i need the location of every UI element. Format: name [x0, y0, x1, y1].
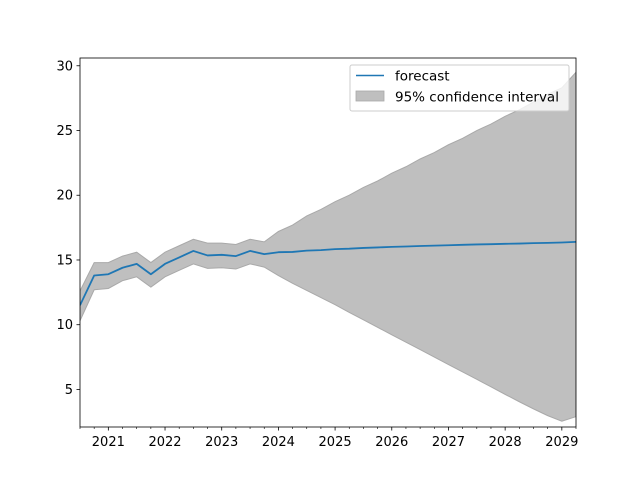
y-tick-label: 10	[56, 318, 73, 333]
x-tick-label: 2026	[375, 435, 408, 450]
y-tick-label: 15	[56, 253, 73, 268]
y-tick-label: 20	[56, 189, 73, 204]
x-tick-label: 2027	[432, 435, 465, 450]
legend-forecast-label: forecast	[395, 69, 450, 85]
x-tick-label: 2025	[319, 435, 352, 450]
x-tick-label: 2029	[545, 435, 578, 450]
legend: forecast 95% confidence interval	[349, 64, 570, 112]
plot-frame	[79, 57, 577, 428]
legend-interval-swatch	[355, 90, 385, 102]
confidence-interval-band	[80, 71, 576, 422]
y-tick-label: 30	[56, 59, 73, 74]
y-axis: 5 10 15 20 25 30	[56, 59, 80, 398]
forecast-line	[80, 240, 576, 306]
y-tick-label: 25	[56, 124, 73, 139]
x-tick-label: 2024	[262, 435, 295, 450]
x-axis: 2021 2022 2023 2024 2025 2026 2027 2028 2029	[79, 427, 578, 450]
plot-area	[80, 71, 576, 422]
x-tick-label: 2028	[489, 435, 522, 450]
y-tick-label: 5	[65, 383, 73, 398]
x-tick-label: 2023	[205, 435, 238, 450]
legend-box	[349, 64, 570, 112]
x-tick-label: 2022	[148, 435, 181, 450]
x-tick-label: 2021	[92, 435, 125, 450]
legend-interval-label: 95% confidence interval	[395, 90, 559, 106]
